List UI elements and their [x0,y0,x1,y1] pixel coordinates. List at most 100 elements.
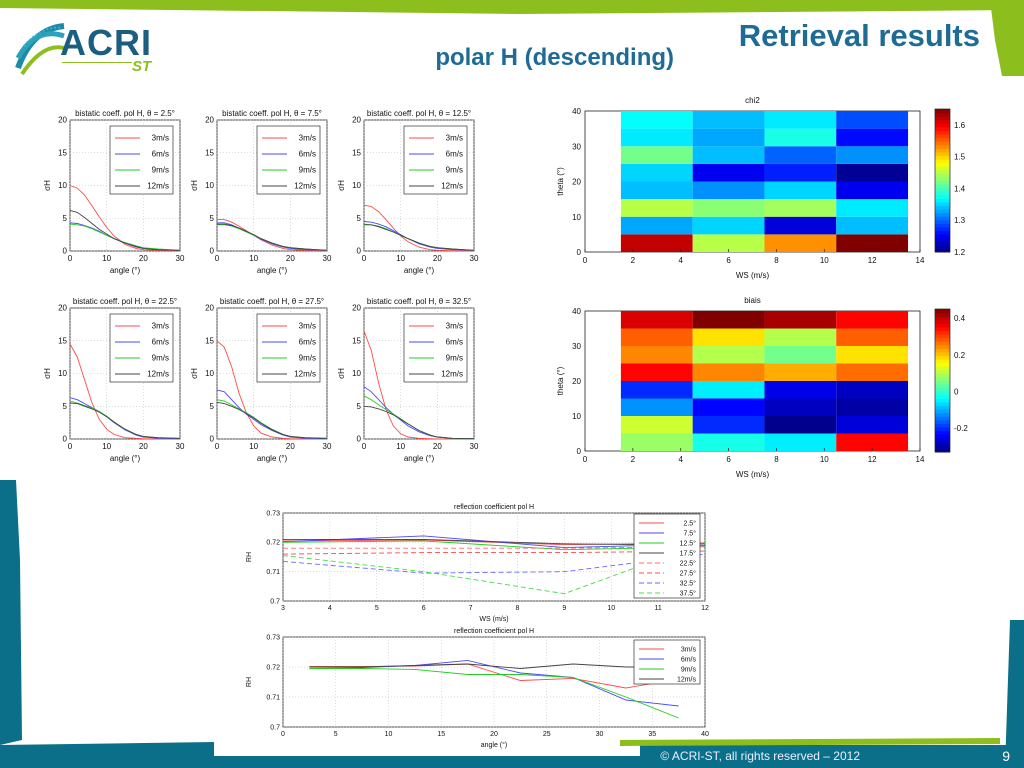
y-tick-label: 0 [577,248,582,257]
colorbar-segment [935,198,950,203]
legend-box [403,125,468,195]
colorbar-segment [935,394,950,399]
heatmap-cell [836,128,909,147]
y-tick-label: 20 [352,304,361,313]
heatmap-cell [692,346,765,364]
colorbar-segment [935,237,950,242]
x-tick-label: 20 [490,731,498,738]
colorbar-segment [935,401,950,407]
x-tick-label: 12 [701,605,709,612]
y-tick-label: 10 [572,213,581,222]
legend-label: 12m/s [677,676,697,683]
y-axis-label: RH [246,552,253,562]
colorbar-tick-label: 0.4 [954,314,966,323]
colorbar-segment [935,369,950,374]
heatmap-cell [764,146,837,164]
x-tick-label: 4 [678,455,683,464]
heatmap-cell [836,363,909,381]
colorbar-segment [935,234,950,239]
y-tick-label: 0.73 [266,634,280,641]
heatmap-cell [764,111,837,129]
heatmap-cell [764,398,837,416]
legend-label: 6m/s [152,150,169,159]
colorbar-segment [935,398,950,403]
y-tick-label: 30 [572,142,581,151]
x-tick-label: 0 [281,731,285,738]
slide-title: Retrieval results [738,18,980,53]
x-tick-label: 8 [774,256,779,265]
y-tick-label: 0.7 [270,598,280,605]
colorbar-segment [935,409,950,414]
legend-label: 3m/s [299,134,316,143]
heatmap-cell [692,363,765,381]
x-tick-label: 25 [543,731,551,738]
colorbar-segment [935,362,950,367]
heatmap-chart: 0 2 4 6 8 10 12 14 0 10 20 30 40 biais WS (m/s) theta (… [556,296,968,479]
colorbar-segment [935,316,950,321]
x-tick-label: 0 [362,442,367,451]
x-tick-label: 30 [323,442,332,451]
heatmap-cell [836,146,909,164]
colorbar-segment [935,112,950,117]
heatmap-cell [764,128,837,147]
heatmap-cell [692,181,765,200]
y-axis-label: σH [190,180,199,191]
colorbar-segment [935,373,950,378]
colorbar-segment [935,330,950,335]
colorbar-segment [935,430,950,435]
x-tick-label: 2 [631,455,636,464]
x-axis-label: angle (°) [257,266,288,275]
x-tick-label: 12 [868,256,877,265]
series-line [283,546,706,549]
heatmap-cell [764,346,837,364]
y-tick-label: 10 [58,181,67,190]
heatmap-cell [620,199,693,217]
y-tick-label: 5 [357,402,362,411]
colorbar-segment [935,348,950,353]
reflection-plots-panel: 3 4 5 6 7 8 9 10 11 12 0.7 0.71 0.72 0.73 reflection c… [246,504,709,749]
heatmap-cell [764,311,837,329]
heatmap-cell [620,346,693,364]
legend-label: 3m/s [446,134,463,143]
legend-label: 9m/s [299,166,316,175]
heatmap-cell [620,363,693,381]
x-axis-label: WS (m/s) [479,616,508,623]
logo-line [62,62,132,63]
x-tick-label: 30 [176,442,185,451]
y-tick-label: 15 [58,148,67,157]
x-tick-label: 20 [433,442,442,451]
series-line [309,663,679,669]
y-tick-label: 0.72 [266,664,280,671]
colorbar-segment [935,169,950,174]
x-tick-label: 10 [385,731,393,738]
heatmap-cell [620,128,693,147]
colorbar-segment [935,441,950,446]
series-line [309,668,679,719]
heatmap-cell [836,111,909,129]
colorbar-segment [935,173,950,178]
colorbar-tick-label: -0.2 [954,424,968,433]
heatmap-cell [836,346,909,364]
line-chart: 0 10 20 30 0 5 10 15 20 bistatic coeff. pol H, θ … [190,109,332,275]
x-tick-label: 10 [820,256,829,265]
heatmap-cell [764,363,837,381]
x-tick-label: 40 [701,731,709,738]
y-tick-label: 15 [205,148,214,157]
colorbar-segment [935,226,950,232]
heatmap-cell [764,216,837,235]
heatmap-cell [620,381,693,399]
series-line [217,223,328,251]
colorbar-segment [935,366,950,371]
x-tick-label: 6 [422,605,426,612]
x-tick-label: 14 [916,455,925,464]
colorbar-segment [935,448,950,453]
y-tick-label: 5 [357,214,362,223]
colorbar-segment [935,162,950,167]
legend-box [109,313,174,383]
legend-label: 3m/s [299,322,316,331]
series-line [69,402,181,439]
x-tick-label: 20 [433,254,442,263]
x-axis-label: WS (m/s) [736,470,770,479]
